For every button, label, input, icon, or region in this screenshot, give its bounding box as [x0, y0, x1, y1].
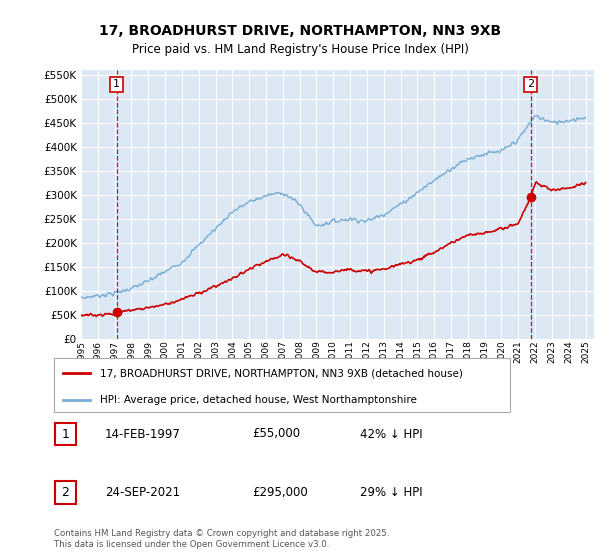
Text: 14-FEB-1997: 14-FEB-1997 — [105, 427, 181, 441]
Text: 42% ↓ HPI: 42% ↓ HPI — [360, 427, 422, 441]
Text: 2: 2 — [527, 80, 534, 90]
Text: 29% ↓ HPI: 29% ↓ HPI — [360, 486, 422, 500]
Text: 1: 1 — [113, 80, 120, 90]
Text: 1: 1 — [61, 427, 70, 441]
FancyBboxPatch shape — [54, 358, 510, 412]
Text: £55,000: £55,000 — [252, 427, 300, 441]
Text: 17, BROADHURST DRIVE, NORTHAMPTON, NN3 9XB: 17, BROADHURST DRIVE, NORTHAMPTON, NN3 9… — [99, 24, 501, 38]
Text: £295,000: £295,000 — [252, 486, 308, 500]
Text: Price paid vs. HM Land Registry's House Price Index (HPI): Price paid vs. HM Land Registry's House … — [131, 43, 469, 56]
Text: 17, BROADHURST DRIVE, NORTHAMPTON, NN3 9XB (detached house): 17, BROADHURST DRIVE, NORTHAMPTON, NN3 9… — [100, 368, 463, 379]
Text: 24-SEP-2021: 24-SEP-2021 — [105, 486, 180, 500]
FancyBboxPatch shape — [55, 482, 76, 504]
Text: 2: 2 — [61, 486, 70, 500]
Text: HPI: Average price, detached house, West Northamptonshire: HPI: Average price, detached house, West… — [100, 395, 416, 405]
FancyBboxPatch shape — [55, 423, 76, 445]
Text: Contains HM Land Registry data © Crown copyright and database right 2025.
This d: Contains HM Land Registry data © Crown c… — [54, 529, 389, 549]
